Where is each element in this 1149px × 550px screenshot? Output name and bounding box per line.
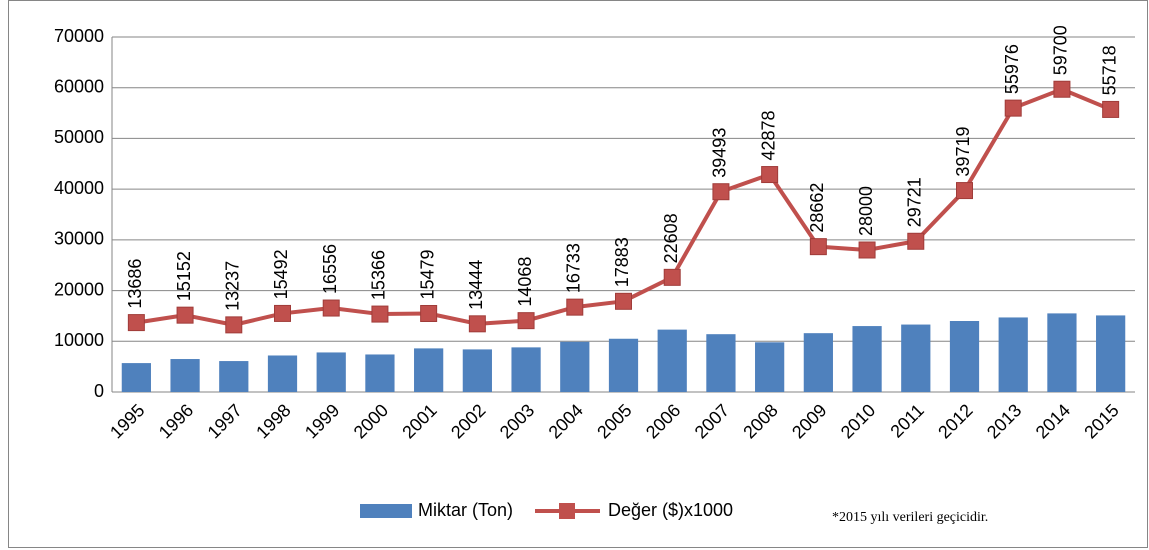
- data-label: 16556: [320, 244, 340, 294]
- bar: [560, 341, 590, 392]
- data-label: 28000: [856, 186, 876, 236]
- data-label: 15152: [174, 251, 194, 301]
- marker: [371, 305, 389, 323]
- legend-label: Miktar (Ton): [418, 500, 513, 520]
- data-label: 13686: [125, 259, 145, 309]
- data-label: 13237: [223, 261, 243, 311]
- annotation: *2015 yılı verileri geçicidir.: [832, 510, 988, 525]
- chart-frame: [8, 0, 1148, 548]
- bar: [852, 326, 882, 392]
- data-label: 22608: [661, 213, 681, 263]
- data-label: 15479: [417, 249, 437, 299]
- marker: [566, 298, 584, 316]
- y-tick-label: 70000: [54, 26, 104, 46]
- bar: [121, 363, 151, 392]
- data-label: 55976: [1002, 44, 1022, 94]
- data-label: 39719: [953, 127, 973, 177]
- legend-label: Değer ($)x1000: [608, 500, 733, 520]
- y-tick-label: 20000: [54, 279, 104, 299]
- bar: [170, 359, 200, 392]
- marker: [1102, 100, 1120, 118]
- marker: [274, 304, 291, 322]
- y-tick-label: 10000: [54, 330, 104, 350]
- data-label: 29721: [905, 177, 925, 227]
- legend-swatch: [360, 504, 412, 518]
- bar: [706, 334, 736, 392]
- data-label: 55718: [1099, 45, 1119, 95]
- bar: [219, 361, 249, 392]
- marker: [1053, 80, 1071, 98]
- marker: [225, 316, 243, 334]
- marker: [176, 306, 194, 324]
- data-label: 17883: [612, 237, 632, 287]
- bar: [365, 354, 395, 392]
- bar: [901, 324, 931, 392]
- marker: [615, 292, 632, 310]
- data-label: 15492: [271, 249, 291, 299]
- marker: [127, 314, 145, 332]
- data-label: 28662: [807, 183, 827, 233]
- legend-swatch: [559, 503, 575, 519]
- marker: [956, 182, 973, 200]
- marker: [663, 268, 681, 286]
- data-label: 15366: [369, 250, 389, 300]
- y-tick-label: 50000: [54, 127, 104, 147]
- bar: [316, 352, 346, 392]
- data-label: 14068: [515, 257, 535, 307]
- data-label: 16733: [564, 243, 584, 293]
- bar: [414, 348, 444, 392]
- marker: [1004, 99, 1022, 117]
- marker: [907, 232, 925, 250]
- bar: [803, 333, 833, 392]
- bar: [462, 349, 492, 392]
- y-tick-label: 0: [94, 381, 104, 401]
- bar: [608, 338, 639, 392]
- data-label: 13444: [466, 260, 486, 310]
- bar: [1047, 313, 1077, 392]
- bar: [657, 329, 687, 392]
- y-tick-label: 60000: [54, 76, 104, 96]
- data-label: 39493: [710, 128, 730, 178]
- marker: [322, 299, 340, 317]
- data-label: 42878: [758, 110, 778, 160]
- marker: [809, 238, 827, 256]
- bar: [949, 321, 980, 392]
- bar: [998, 317, 1028, 392]
- y-tick-label: 40000: [54, 178, 104, 198]
- marker: [761, 166, 779, 184]
- data-label: 59700: [1051, 25, 1071, 75]
- marker: [420, 304, 438, 322]
- marker: [468, 315, 486, 333]
- marker: [858, 241, 876, 259]
- bar: [755, 342, 785, 392]
- bar: [267, 355, 298, 392]
- marker: [712, 183, 730, 201]
- marker: [517, 312, 535, 330]
- bar: [511, 347, 541, 392]
- y-tick-label: 30000: [54, 229, 104, 249]
- bar: [1096, 315, 1126, 392]
